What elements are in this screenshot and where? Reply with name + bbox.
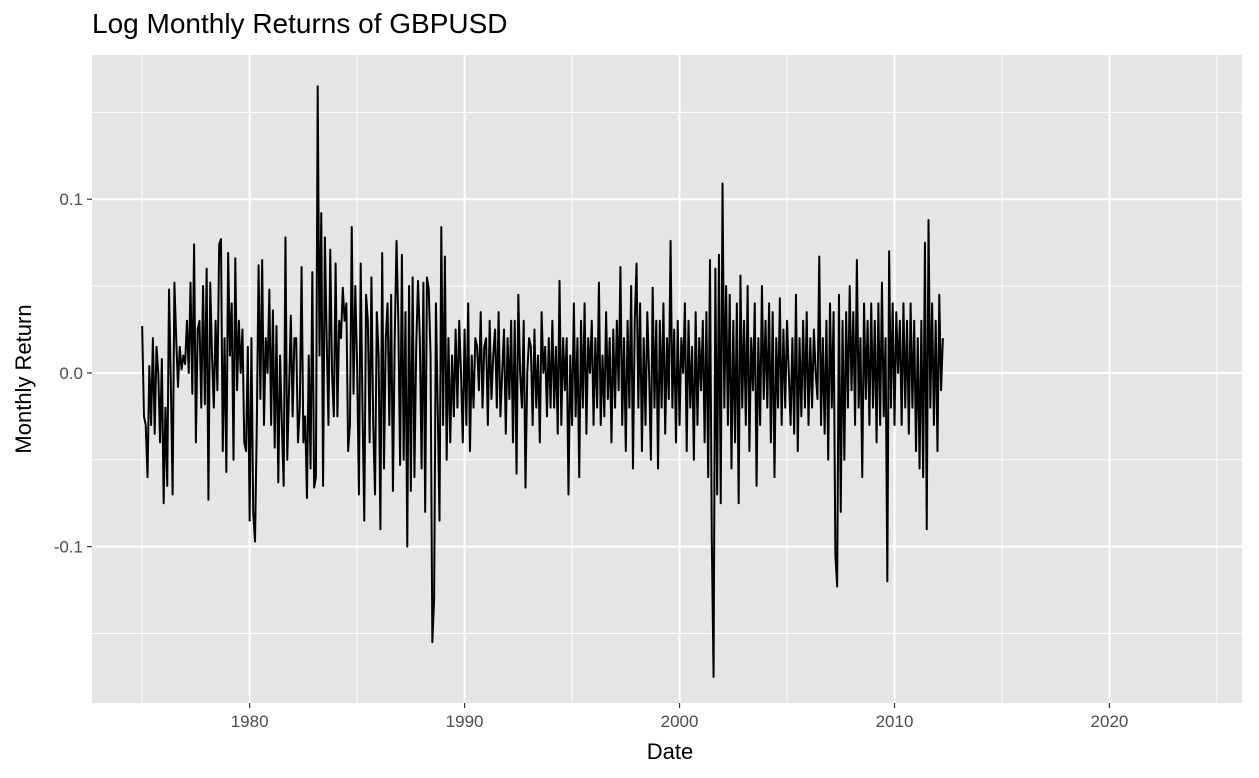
x-axis-title: Date <box>647 739 693 764</box>
y-axis-title: Monthly Return <box>11 304 36 453</box>
axis-ticks: 1980 1990 2000 2010 2020 -0.1 0.0 0.1 <box>54 190 1129 731</box>
series-line <box>141 85 944 678</box>
y-tick-label: -0.1 <box>54 538 83 557</box>
x-tick-label: 2020 <box>1091 712 1129 731</box>
series-layer <box>141 85 944 678</box>
x-tick-label: 2000 <box>661 712 699 731</box>
y-tick-label: 0.1 <box>59 190 83 209</box>
y-tick-label: 0.0 <box>59 364 83 383</box>
x-tick-label: 2010 <box>876 712 914 731</box>
x-tick-label: 1990 <box>446 712 484 731</box>
x-tick-label: 1980 <box>231 712 269 731</box>
chart-title: Log Monthly Returns of GBPUSD <box>92 8 508 39</box>
